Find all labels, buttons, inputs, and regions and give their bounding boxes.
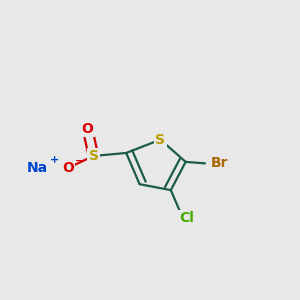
Text: O: O: [62, 161, 74, 175]
Text: O: O: [82, 122, 94, 136]
Text: −: −: [75, 156, 84, 166]
Text: S: S: [155, 133, 165, 147]
Text: +: +: [50, 155, 59, 165]
Text: Br: Br: [211, 156, 229, 170]
Text: S: S: [88, 149, 98, 163]
Text: Cl: Cl: [179, 212, 194, 225]
Text: Na: Na: [26, 161, 48, 175]
